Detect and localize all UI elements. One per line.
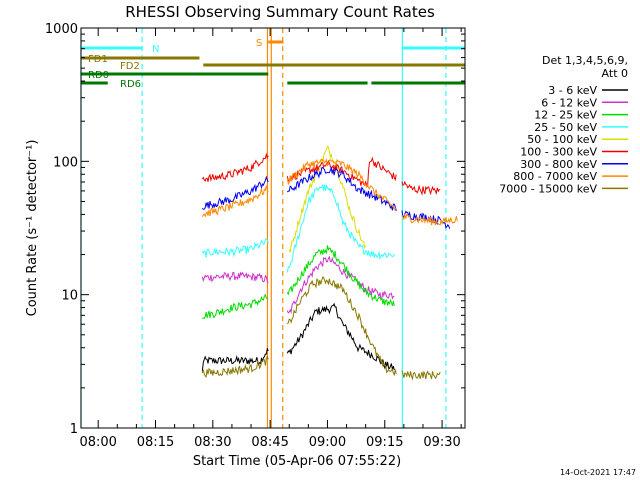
x-tick-label: 09:00 [309,435,346,450]
legend-label-25-50: 25 - 50 keV [534,121,597,134]
annotation-label-fd1: FD1 [88,54,108,65]
annotation-label-rd0: RD0 [88,70,109,81]
instrument-state-lines [80,28,447,428]
timestamp: 14-Oct-2021 17:47 [560,468,636,477]
series-7000-15000 [201,276,441,381]
y-axis-label: Count Rate (s⁻¹ detector⁻¹) [25,140,40,317]
series-3-6 [201,302,395,372]
data-series [201,145,458,381]
series-100-300 [201,152,441,196]
legend-label-7000-15000: 7000 - 15000 keV [499,182,597,195]
x-tick-label: 08:00 [79,435,116,450]
axes: 1 10 100 1000 08:00 08:15 08:30 08:45 09:00 09:15… [45,22,466,450]
instrument-state-bars: N FD1 FD2 RD0 RD6 S [81,38,465,90]
x-axis-label: Start Time (05-Apr-06 07:55:22) [193,454,401,469]
plot-frame [80,27,466,429]
legend-header-1: Det 1,3,4,5,6,9, [542,54,628,67]
series-6-12 [201,255,395,314]
legend-header-2: Att 0 [602,67,628,80]
legend-label-100-300: 100 - 300 keV [520,146,597,159]
annotation-label-rd6: RD6 [120,79,141,90]
legend-label-300-800: 300 - 800 keV [520,158,597,171]
legend-label-12-25: 12 - 25 keV [534,109,597,122]
y-tick-label: 100 [53,155,78,170]
x-tick-label: 08:30 [194,435,231,450]
x-tick-label: 09:30 [423,435,460,450]
annotation-label-n: N [152,44,159,55]
series-25-50 [201,184,395,273]
x-tick-label: 08:45 [251,435,288,450]
series-12-25 [201,245,395,320]
series-800-7000 [201,158,458,226]
y-tick-label: 1 [70,422,78,437]
legend-label-800-7000: 800 - 7000 keV [513,170,597,183]
chart-title: RHESSI Observing Summary Count Rates [125,3,435,21]
y-tick-label: 1000 [45,22,78,37]
annotation-label-fd2: FD2 [120,61,140,72]
series-50-100 [288,145,367,253]
y-tick-label: 10 [61,289,78,304]
x-tick-label: 09:15 [366,435,403,450]
x-tick-label: 08:15 [137,435,174,450]
annotation-label-s: S [256,38,262,49]
legend-label-50-100: 50 - 100 keV [527,133,597,146]
legend-label-3-6: 3 - 6 keV [548,84,597,97]
legend-label-6-12: 6 - 12 keV [541,96,597,109]
series-300-800 [201,166,451,229]
